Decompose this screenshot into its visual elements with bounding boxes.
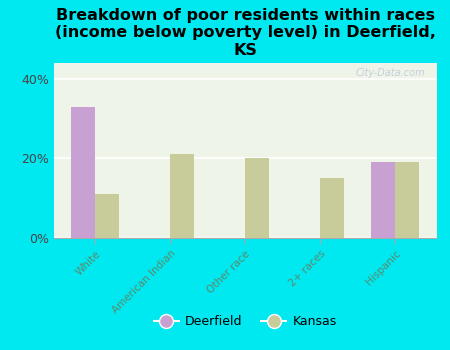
- Title: Breakdown of poor residents within races
(income below poverty level) in Deerfie: Breakdown of poor residents within races…: [55, 8, 436, 58]
- Bar: [72, 107, 95, 238]
- Bar: [320, 178, 344, 238]
- Bar: [170, 154, 194, 238]
- Bar: [245, 159, 269, 238]
- Bar: [395, 162, 419, 238]
- Legend: Deerfield, Kansas: Deerfield, Kansas: [149, 310, 342, 333]
- Bar: [371, 162, 395, 238]
- Bar: [95, 194, 119, 238]
- Text: City-Data.com: City-Data.com: [356, 68, 425, 78]
